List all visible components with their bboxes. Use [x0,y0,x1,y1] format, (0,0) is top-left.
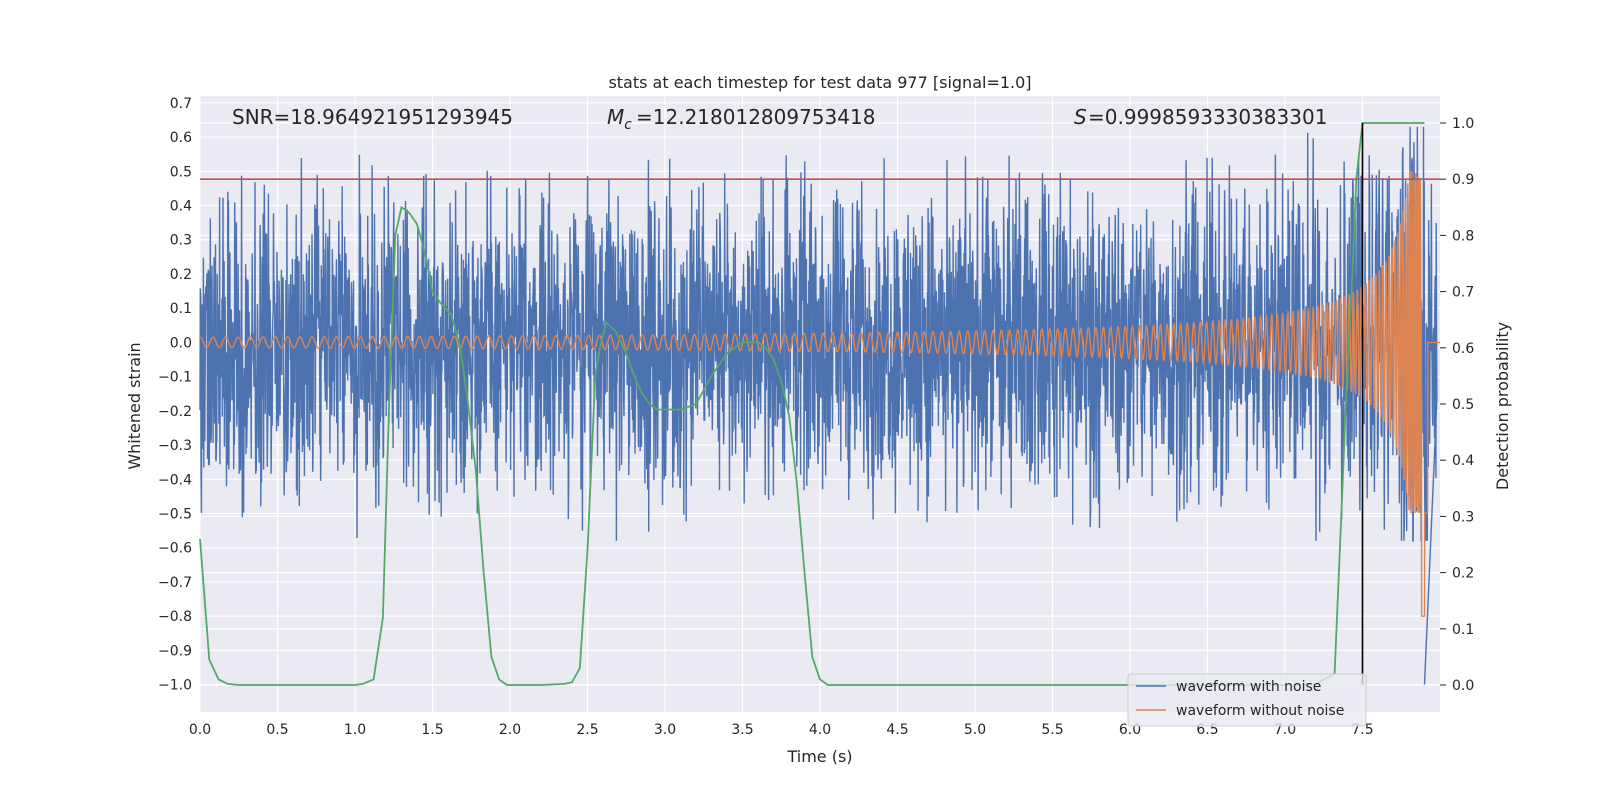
y-axis-left-ticks: 0.7 0.6 0.5 0.4 0.3 0.2 0.1 0.0 −0.1 −0.2 −0.3 −0.4… [158,96,192,694]
x-tick-label: 4.0 [809,722,831,738]
statistic-value: =0.9998593330383301 [1088,105,1327,129]
y-right-tick-label: 0.4 [1452,453,1474,469]
y-right-tick-label: 0.6 [1452,341,1474,357]
x-tick-label: 4.5 [886,722,908,738]
y-left-tick-label: 0.3 [170,233,192,249]
series-waveform-without-noise [199,171,1440,617]
series-waveform-with-noise [199,126,1438,685]
y-left-tick-label: −0.1 [158,370,192,386]
chart-title: stats at each timestep for test data 977… [608,73,1031,92]
y-left-tick-label: −0.8 [158,609,192,625]
x-tick-label: 1.5 [421,722,443,738]
x-tick-label: 0.0 [189,722,211,738]
legend: waveform with noise waveform without noi… [1127,673,1367,727]
y-right-tick-label: 0.9 [1452,172,1474,188]
statistic-annotation: S =0.9998593330383301 [1074,105,1327,129]
x-tick-label: 3.0 [654,722,676,738]
x-tick-label: 1.0 [344,722,366,738]
x-tick-label: 5.5 [1041,722,1063,738]
statistic-symbol: S [1074,105,1087,129]
y-left-tick-label: −0.6 [158,541,192,557]
y-right-tick-label: 0.7 [1452,285,1474,301]
y-right-tick-label: 0.0 [1452,678,1474,694]
x-tick-label: 0.5 [266,722,288,738]
y-axis-left-label: Whitened strain [125,342,144,469]
y-right-tick-label: 0.3 [1452,509,1474,525]
y-right-tick-label: 1.0 [1452,116,1474,132]
y-left-tick-label: 0.6 [170,130,192,146]
y-left-tick-label: −1.0 [158,678,192,694]
x-axis-label: Time (s) [786,747,852,766]
x-tick-label: 3.5 [731,722,753,738]
y-left-tick-label: −0.9 [158,643,192,659]
y-left-tick-label: −0.3 [158,438,192,454]
snr-annotation: SNR=18.964921951293945 [232,105,513,129]
y-left-tick-label: 0.2 [170,267,192,283]
y-left-tick-label: −0.4 [158,472,192,488]
y-left-tick-label: 0.1 [170,301,192,317]
y-left-tick-label: −0.5 [158,507,192,523]
legend-label-clean: waveform without noise [1176,703,1344,719]
chirp-mass-value: =12.218012809753418 [636,105,875,129]
x-tick-label: 2.0 [499,722,521,738]
y-left-tick-label: 0.0 [170,335,192,351]
y-right-tick-label: 0.2 [1452,566,1474,582]
x-tick-label: 2.5 [576,722,598,738]
y-left-tick-label: 0.7 [170,96,192,112]
legend-label-noise: waveform with noise [1176,679,1321,695]
y-left-tick-label: −0.2 [158,404,192,420]
legend-box [1127,673,1367,727]
chirp-mass-annotation: Mc =12.218012809753418 [607,105,875,133]
x-tick-label: 5.0 [964,722,986,738]
y-left-tick-label: −0.7 [158,575,192,591]
y-left-tick-label: 0.5 [170,164,192,180]
y-right-tick-label: 0.1 [1452,622,1474,638]
y-axis-right-label: Detection probability [1493,322,1512,490]
y-right-tick-label: 0.8 [1452,228,1474,244]
y-axis-right-ticks: 1.0 0.9 0.8 0.7 0.6 0.5 0.4 0.3 0.2 0.1 0.0 [1440,116,1474,694]
y-right-tick-label: 0.5 [1452,397,1474,413]
y-left-tick-label: 0.4 [170,199,192,215]
